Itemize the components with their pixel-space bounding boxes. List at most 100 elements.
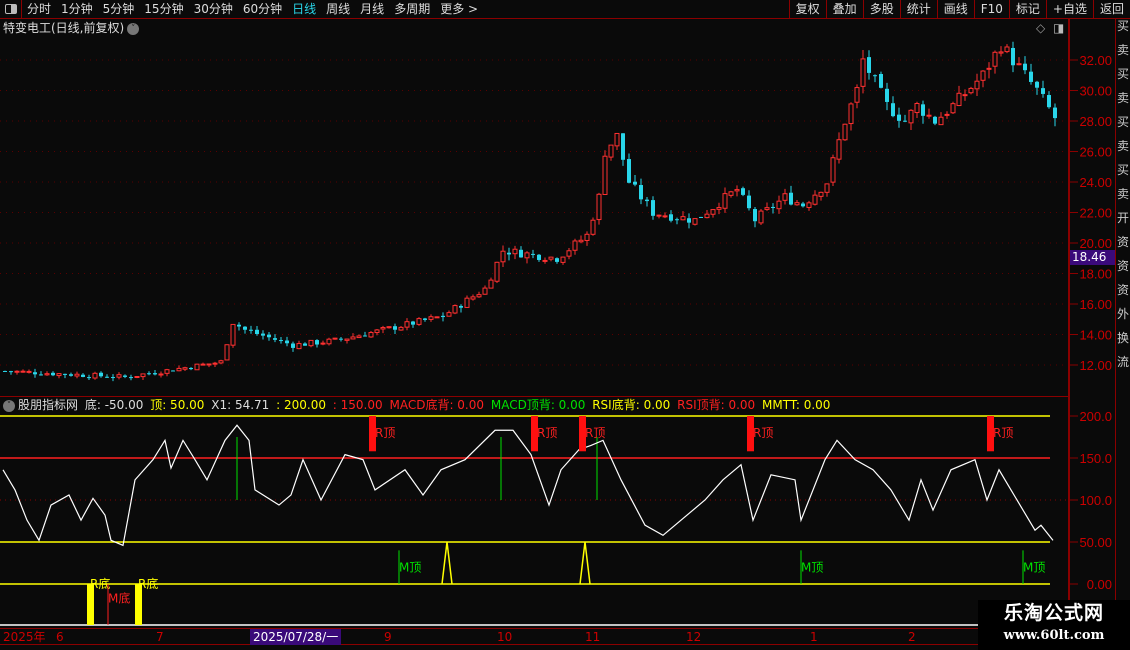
period-tab[interactable]: 1分钟 bbox=[61, 1, 93, 16]
candle-body bbox=[627, 159, 631, 183]
strip-char: 卖 bbox=[1116, 139, 1129, 153]
candle-body bbox=[470, 296, 476, 300]
r-bottom-label: R底 bbox=[138, 576, 158, 591]
candle-body bbox=[255, 329, 259, 335]
action-button[interactable]: 统计 bbox=[899, 0, 937, 19]
action-button[interactable]: 多股 bbox=[862, 0, 900, 19]
strip-char: 资 bbox=[1116, 283, 1129, 297]
candle-body bbox=[267, 334, 271, 338]
candle-body bbox=[44, 373, 50, 376]
candle-body bbox=[950, 103, 956, 114]
action-button[interactable]: 画线 bbox=[936, 0, 974, 19]
candle-body bbox=[147, 373, 151, 375]
candle-body bbox=[758, 210, 764, 224]
candle-body bbox=[356, 335, 362, 339]
period-tab[interactable]: 5分钟 bbox=[102, 1, 135, 16]
panel-icon bbox=[4, 4, 17, 14]
candle-body bbox=[741, 188, 745, 195]
candle-body bbox=[171, 370, 175, 372]
chevron-down-icon[interactable]: ˅ bbox=[127, 22, 140, 35]
candle-body bbox=[998, 51, 1004, 54]
candle-body bbox=[645, 199, 649, 202]
indicator-param: MACD顶背: 0.00 bbox=[490, 398, 590, 412]
candle-body bbox=[494, 261, 500, 282]
r-top-bar bbox=[747, 416, 754, 452]
candle-body bbox=[1041, 88, 1045, 94]
strip-char: 卖 bbox=[1116, 43, 1129, 57]
period-tab[interactable]: 更多 > bbox=[440, 1, 479, 16]
candle-body bbox=[206, 363, 212, 366]
strip-char: 开 bbox=[1116, 211, 1129, 225]
candle-body bbox=[507, 252, 511, 255]
candle-body bbox=[26, 370, 32, 373]
candle-body bbox=[99, 372, 103, 377]
period-tab[interactable]: 月线 bbox=[360, 1, 385, 16]
diamond-icon[interactable]: ◇ bbox=[1036, 21, 1046, 35]
period-tab[interactable]: 分时 bbox=[27, 1, 52, 16]
candle-body bbox=[903, 120, 907, 122]
candle-body bbox=[9, 371, 13, 373]
candle-body bbox=[944, 113, 950, 116]
period-tab[interactable]: 30分钟 bbox=[193, 1, 233, 16]
strip-char: 外 bbox=[1116, 307, 1129, 321]
candle-body bbox=[140, 373, 146, 378]
date-label: 12 bbox=[686, 630, 702, 644]
date-label: 11 bbox=[585, 630, 601, 644]
candle-body bbox=[386, 326, 392, 329]
strip-char: 资 bbox=[1116, 259, 1129, 273]
candle-body bbox=[968, 87, 974, 94]
candle-body bbox=[488, 279, 494, 289]
date-axis: 2025年 6 7 2025/07/28/一 9 10 11 12 1 2 bbox=[0, 628, 1068, 645]
layout-toggle-button[interactable] bbox=[0, 0, 22, 19]
candle-body bbox=[555, 258, 559, 262]
period-tab[interactable]: 日线 bbox=[292, 1, 317, 16]
candle-body bbox=[344, 338, 350, 341]
candle-body bbox=[350, 336, 356, 340]
candle-body bbox=[332, 337, 338, 340]
candle-body bbox=[789, 192, 793, 205]
candle-body bbox=[1011, 47, 1015, 66]
action-button[interactable]: 复权 bbox=[788, 0, 826, 19]
axis-divider bbox=[1068, 19, 1070, 645]
indicator-param: : 200.00 bbox=[276, 398, 330, 412]
strip-char: 买 bbox=[1116, 115, 1129, 129]
candle-body bbox=[531, 253, 535, 255]
panel-icon[interactable]: ◨ bbox=[1053, 21, 1065, 35]
candle-body bbox=[891, 103, 895, 117]
period-tab[interactable]: 多周期 bbox=[394, 1, 431, 16]
period-tab[interactable]: 15分钟 bbox=[144, 1, 184, 16]
period-tab[interactable]: 周线 bbox=[326, 1, 351, 16]
period-tab[interactable]: 60分钟 bbox=[242, 1, 283, 16]
candle-body bbox=[776, 200, 782, 210]
candle-body bbox=[134, 376, 140, 379]
candle-body bbox=[590, 219, 596, 235]
candle-body bbox=[938, 116, 944, 126]
date-label: 2025年 bbox=[3, 630, 46, 644]
price-tick-label: 22.00 bbox=[1079, 206, 1112, 221]
candle-body bbox=[158, 373, 164, 376]
date-label: 9 bbox=[384, 630, 392, 644]
action-button[interactable]: F10 bbox=[973, 0, 1009, 19]
candle-body bbox=[164, 369, 170, 374]
candle-body bbox=[189, 367, 193, 370]
indicator-param: MACD底背: 0.00 bbox=[389, 398, 488, 412]
side-panel-strip[interactable]: 买卖买卖买卖买卖开资资资外换流 bbox=[1115, 19, 1130, 650]
indicator-header: ˅ 股朋指标网 底: -50.00 顶: 50.00 X1: 54.71 : 20… bbox=[0, 396, 1068, 413]
candle-body bbox=[885, 88, 889, 102]
candle-body bbox=[393, 326, 397, 330]
chevron-down-icon[interactable]: ˅ bbox=[3, 399, 15, 412]
candle-body bbox=[273, 338, 277, 340]
candle-body bbox=[92, 372, 98, 379]
candle-body bbox=[500, 250, 506, 263]
price-tick-label: 24.00 bbox=[1079, 175, 1112, 190]
candle-body bbox=[651, 200, 655, 216]
candle-body bbox=[63, 373, 67, 375]
indicator-tick-label: 200.0 bbox=[1079, 409, 1112, 424]
action-button[interactable]: 标记 bbox=[1008, 0, 1046, 19]
price-tick-label: 12.00 bbox=[1079, 358, 1112, 373]
candle-body bbox=[728, 191, 734, 196]
action-button[interactable]: +自选 bbox=[1045, 0, 1093, 19]
action-button[interactable]: 返回 bbox=[1092, 0, 1130, 19]
action-button[interactable]: 叠加 bbox=[825, 0, 863, 19]
